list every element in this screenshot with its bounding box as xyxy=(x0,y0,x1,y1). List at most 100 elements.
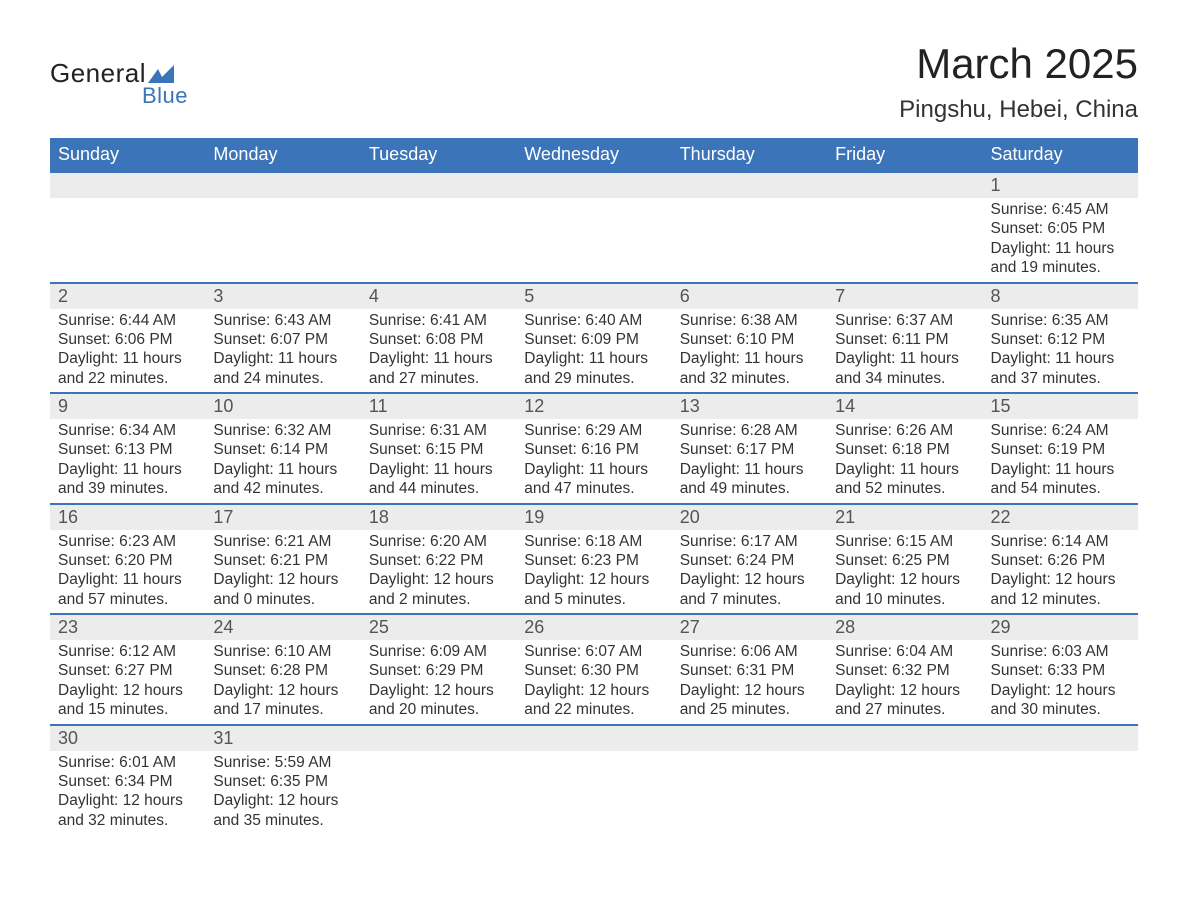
day-cell-header: 15 xyxy=(983,393,1138,419)
day-cell-header xyxy=(50,172,205,198)
sunset-text: Sunset: 6:20 PM xyxy=(58,551,197,570)
day-details xyxy=(50,198,205,258)
sunset-text: Sunset: 6:29 PM xyxy=(369,661,508,680)
day-cell-details: Sunrise: 6:20 AMSunset: 6:22 PMDaylight:… xyxy=(361,530,516,615)
sunset-text: Sunset: 6:21 PM xyxy=(213,551,352,570)
day-details: Sunrise: 6:32 AMSunset: 6:14 PMDaylight:… xyxy=(205,419,360,503)
day-details: Sunrise: 6:21 AMSunset: 6:21 PMDaylight:… xyxy=(205,530,360,614)
sunrise-text: Sunrise: 6:45 AM xyxy=(991,200,1130,219)
day-cell-details: Sunrise: 6:41 AMSunset: 6:08 PMDaylight:… xyxy=(361,309,516,394)
day-number xyxy=(983,726,1138,750)
daylight-text: Daylight: 12 hours and 7 minutes. xyxy=(680,570,819,609)
day-cell-details: Sunrise: 6:07 AMSunset: 6:30 PMDaylight:… xyxy=(516,640,671,725)
day-details xyxy=(516,198,671,258)
daylight-text: Daylight: 11 hours and 24 minutes. xyxy=(213,349,352,388)
day-number xyxy=(827,726,982,750)
sunset-text: Sunset: 6:18 PM xyxy=(835,440,974,459)
day-cell-header xyxy=(983,725,1138,751)
daylight-text: Daylight: 11 hours and 37 minutes. xyxy=(991,349,1130,388)
sunset-text: Sunset: 6:25 PM xyxy=(835,551,974,570)
day-cell-header: 30 xyxy=(50,725,205,751)
daylight-text: Daylight: 12 hours and 20 minutes. xyxy=(369,681,508,720)
day-cell-details: Sunrise: 6:31 AMSunset: 6:15 PMDaylight:… xyxy=(361,419,516,504)
day-details xyxy=(827,198,982,258)
day-cell-header: 9 xyxy=(50,393,205,419)
sunrise-text: Sunrise: 6:21 AM xyxy=(213,532,352,551)
daylight-text: Daylight: 12 hours and 15 minutes. xyxy=(58,681,197,720)
day-details: Sunrise: 6:37 AMSunset: 6:11 PMDaylight:… xyxy=(827,309,982,393)
day-number: 30 xyxy=(50,726,205,751)
day-number: 29 xyxy=(983,615,1138,640)
day-number: 18 xyxy=(361,505,516,530)
day-details: Sunrise: 6:24 AMSunset: 6:19 PMDaylight:… xyxy=(983,419,1138,503)
daylight-text: Daylight: 12 hours and 2 minutes. xyxy=(369,570,508,609)
day-number: 7 xyxy=(827,284,982,309)
sunrise-text: Sunrise: 6:29 AM xyxy=(524,421,663,440)
sunrise-text: Sunrise: 6:04 AM xyxy=(835,642,974,661)
day-number: 9 xyxy=(50,394,205,419)
week-details-row: Sunrise: 6:23 AMSunset: 6:20 PM Daylight:… xyxy=(50,530,1138,615)
daylight-text: Daylight: 11 hours and 22 minutes. xyxy=(58,349,197,388)
week-daynum-row: 1 xyxy=(50,172,1138,198)
day-details: Sunrise: 6:17 AMSunset: 6:24 PMDaylight:… xyxy=(672,530,827,614)
day-cell-details: Sunrise: 6:35 AMSunset: 6:12 PMDaylight:… xyxy=(983,309,1138,394)
day-details xyxy=(361,198,516,258)
calendar-body: 1Sunrise: 6:45 AMSunset: 6:05 PMDaylight… xyxy=(50,172,1138,834)
day-number: 5 xyxy=(516,284,671,309)
day-details xyxy=(672,751,827,811)
sunrise-text: Sunrise: 6:01 AM xyxy=(58,753,197,772)
day-details: Sunrise: 6:12 AMSunset: 6:27 PMDaylight:… xyxy=(50,640,205,724)
day-cell-header: 14 xyxy=(827,393,982,419)
day-cell-details: Sunrise: 6:38 AMSunset: 6:10 PMDaylight:… xyxy=(672,309,827,394)
day-number: 20 xyxy=(672,505,827,530)
day-cell-details xyxy=(205,198,360,283)
day-details: Sunrise: 6:31 AMSunset: 6:15 PMDaylight:… xyxy=(361,419,516,503)
sunrise-text: Sunrise: 6:32 AM xyxy=(213,421,352,440)
sunrise-text: Sunrise: 6:09 AM xyxy=(369,642,508,661)
day-cell-header xyxy=(361,725,516,751)
day-number: 28 xyxy=(827,615,982,640)
daylight-text: Daylight: 12 hours and 27 minutes. xyxy=(835,681,974,720)
sunrise-text: Sunrise: 6:28 AM xyxy=(680,421,819,440)
sunset-text: Sunset: 6:32 PM xyxy=(835,661,974,680)
sunrise-text: Sunrise: 6:31 AM xyxy=(369,421,508,440)
daylight-text: Daylight: 11 hours and 27 minutes. xyxy=(369,349,508,388)
day-details: Sunrise: 6:14 AMSunset: 6:26 PMDaylight:… xyxy=(983,530,1138,614)
sunrise-text: Sunrise: 6:10 AM xyxy=(213,642,352,661)
sunrise-text: Sunrise: 6:17 AM xyxy=(680,532,819,551)
day-details xyxy=(827,751,982,811)
header: General Blue March 2025 Pingshu, Hebei, … xyxy=(50,40,1138,132)
sunset-text: Sunset: 6:07 PM xyxy=(213,330,352,349)
day-cell-details xyxy=(672,198,827,283)
sunrise-text: Sunrise: 6:07 AM xyxy=(524,642,663,661)
day-details: Sunrise: 6:09 AMSunset: 6:29 PMDaylight:… xyxy=(361,640,516,724)
sunset-text: Sunset: 6:10 PM xyxy=(680,330,819,349)
sunrise-text: Sunrise: 6:26 AM xyxy=(835,421,974,440)
day-cell-details: Sunrise: 6:03 AMSunset: 6:33 PMDaylight:… xyxy=(983,640,1138,725)
day-cell-header: 18 xyxy=(361,504,516,530)
sunset-text: Sunset: 6:09 PM xyxy=(524,330,663,349)
weekday-header: Sunday xyxy=(50,138,205,172)
day-cell-header: 3 xyxy=(205,283,360,309)
day-details: Sunrise: 6:04 AMSunset: 6:32 PMDaylight:… xyxy=(827,640,982,724)
day-cell-header: 25 xyxy=(361,614,516,640)
day-cell-details xyxy=(983,751,1138,835)
day-details: Sunrise: 6:03 AMSunset: 6:33 PMDaylight:… xyxy=(983,640,1138,724)
day-details: Sunrise: 6:20 AMSunset: 6:22 PMDaylight:… xyxy=(361,530,516,614)
sunset-text: Sunset: 6:22 PM xyxy=(369,551,508,570)
sunset-text: Sunset: 6:23 PM xyxy=(524,551,663,570)
sunset-text: Sunset: 6:08 PM xyxy=(369,330,508,349)
day-cell-details: Sunrise: 6:15 AMSunset: 6:25 PMDaylight:… xyxy=(827,530,982,615)
day-cell-details: Sunrise: 6:21 AMSunset: 6:21 PMDaylight:… xyxy=(205,530,360,615)
sunrise-text: Sunrise: 6:23 AM xyxy=(58,532,197,551)
week-daynum-row: 23242526272829 xyxy=(50,614,1138,640)
daylight-text: Daylight: 12 hours and 0 minutes. xyxy=(213,570,352,609)
day-cell-details: Sunrise: 6:14 AMSunset: 6:26 PMDaylight:… xyxy=(983,530,1138,615)
sunset-text: Sunset: 6:19 PM xyxy=(991,440,1130,459)
day-cell-header: 29 xyxy=(983,614,1138,640)
day-cell-header: 8 xyxy=(983,283,1138,309)
weekday-header: Saturday xyxy=(983,138,1138,172)
daylight-text: Daylight: 11 hours and 52 minutes. xyxy=(835,460,974,499)
sunset-text: Sunset: 6:27 PM xyxy=(58,661,197,680)
sunset-text: Sunset: 6:31 PM xyxy=(680,661,819,680)
